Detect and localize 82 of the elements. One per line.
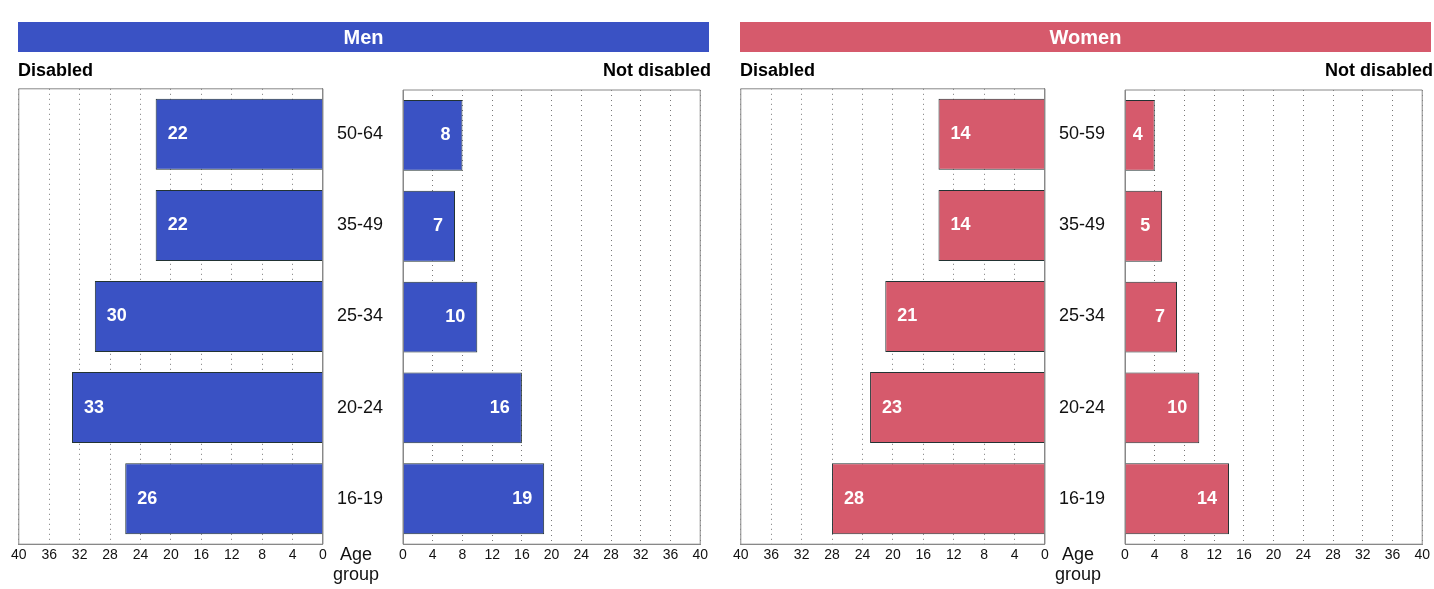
x-tick-label: 12 xyxy=(945,546,962,563)
data-label: 7 xyxy=(433,215,444,236)
chart-subtitle: Not disabled xyxy=(602,60,711,81)
x-tick-label: 28 xyxy=(824,546,841,563)
x-tick-label: 24 xyxy=(854,546,871,563)
x-tick-label: 36 xyxy=(41,546,58,563)
data-label: 30 xyxy=(106,305,127,326)
y-tick-label: 50-64 xyxy=(336,123,384,144)
x-tick-label: 16 xyxy=(915,546,932,563)
data-label: 14 xyxy=(950,214,971,235)
chart-subtitle: Not disabled xyxy=(1324,60,1433,81)
x-tick-label: 4 xyxy=(1150,546,1159,563)
x-tick-label: 0 xyxy=(399,546,408,563)
data-label: 22 xyxy=(167,214,188,235)
x-tick-label: 12 xyxy=(1206,546,1223,563)
x-tick-label: 16 xyxy=(1236,546,1252,563)
data-label: 16 xyxy=(489,396,510,417)
x-tick-label: 20 xyxy=(543,546,560,563)
data-label: 14 xyxy=(950,123,971,144)
y-tick-label: 20-24 xyxy=(1058,396,1106,417)
x-tick-label: 36 xyxy=(1384,546,1401,563)
x-tick-label: 8 xyxy=(258,546,267,563)
chart-subtitle: Disabled xyxy=(740,60,816,81)
y-axis-title: Age group xyxy=(1054,544,1101,585)
x-tick-label: 20 xyxy=(163,546,179,563)
y-tick-label: 35-49 xyxy=(336,214,384,235)
data-label: 5 xyxy=(1140,215,1151,236)
data-label: 14 xyxy=(1196,487,1218,508)
x-tick-label: 40 xyxy=(1414,546,1431,563)
text: Men xyxy=(18,22,709,52)
x-tick-label: 8 xyxy=(1180,546,1189,563)
x-tick-label: 24 xyxy=(1295,546,1312,563)
x-tick-label: 28 xyxy=(1325,546,1342,563)
x-tick-label: 4 xyxy=(288,546,297,563)
x-tick-label: 36 xyxy=(763,546,780,563)
text: Women xyxy=(740,22,1431,52)
x-tick-label: 32 xyxy=(1354,546,1371,563)
x-tick-label: 4 xyxy=(428,546,437,563)
x-tick-label: 8 xyxy=(458,546,467,563)
x-tick-label: 20 xyxy=(885,546,901,563)
y-axis-title: Age group xyxy=(332,544,379,585)
data-label: 8 xyxy=(440,124,451,145)
x-tick-label: 4 xyxy=(1010,546,1019,563)
y-tick-label: 20-24 xyxy=(336,396,384,417)
data-label: 28 xyxy=(844,487,865,508)
data-label: 26 xyxy=(137,487,158,508)
x-tick-label: 24 xyxy=(132,546,149,563)
x-tick-label: 0 xyxy=(1041,546,1050,563)
x-tick-label: 32 xyxy=(793,546,810,563)
data-label: 10 xyxy=(1167,396,1188,417)
x-tick-label: 16 xyxy=(193,546,210,563)
y-tick-label: 25-34 xyxy=(1058,305,1106,326)
data-label: 22 xyxy=(167,123,188,144)
data-label: 4 xyxy=(1132,124,1143,145)
chart-subtitle: Disabled xyxy=(18,60,94,81)
data-label: 33 xyxy=(84,396,105,417)
y-tick-label: 16-19 xyxy=(1058,487,1106,508)
data-label: 19 xyxy=(512,487,533,508)
x-tick-label: 28 xyxy=(603,546,620,563)
x-tick-label: 40 xyxy=(733,546,749,563)
x-tick-label: 8 xyxy=(980,546,989,563)
x-tick-label: 40 xyxy=(692,546,709,563)
data-label: 7 xyxy=(1155,306,1166,327)
x-tick-label: 12 xyxy=(223,546,240,563)
x-tick-label: 40 xyxy=(11,546,27,563)
y-tick-label: 25-34 xyxy=(336,305,384,326)
data-label: 10 xyxy=(445,306,466,327)
x-tick-label: 12 xyxy=(484,546,501,563)
y-tick-label: 50-59 xyxy=(1058,123,1106,144)
y-tick-label: 35-49 xyxy=(1058,214,1106,235)
data-label: 23 xyxy=(882,396,903,417)
data-label: 21 xyxy=(897,305,918,326)
y-tick-label: 16-19 xyxy=(336,487,384,508)
x-tick-label: 32 xyxy=(71,546,88,563)
x-tick-label: 28 xyxy=(102,546,119,563)
x-tick-label: 32 xyxy=(632,546,649,563)
x-tick-label: 20 xyxy=(1265,546,1282,563)
x-tick-label: 24 xyxy=(573,546,590,563)
x-tick-label: 0 xyxy=(319,546,328,563)
x-tick-label: 36 xyxy=(662,546,679,563)
x-tick-label: 0 xyxy=(1121,546,1130,563)
x-tick-label: 16 xyxy=(514,546,530,563)
